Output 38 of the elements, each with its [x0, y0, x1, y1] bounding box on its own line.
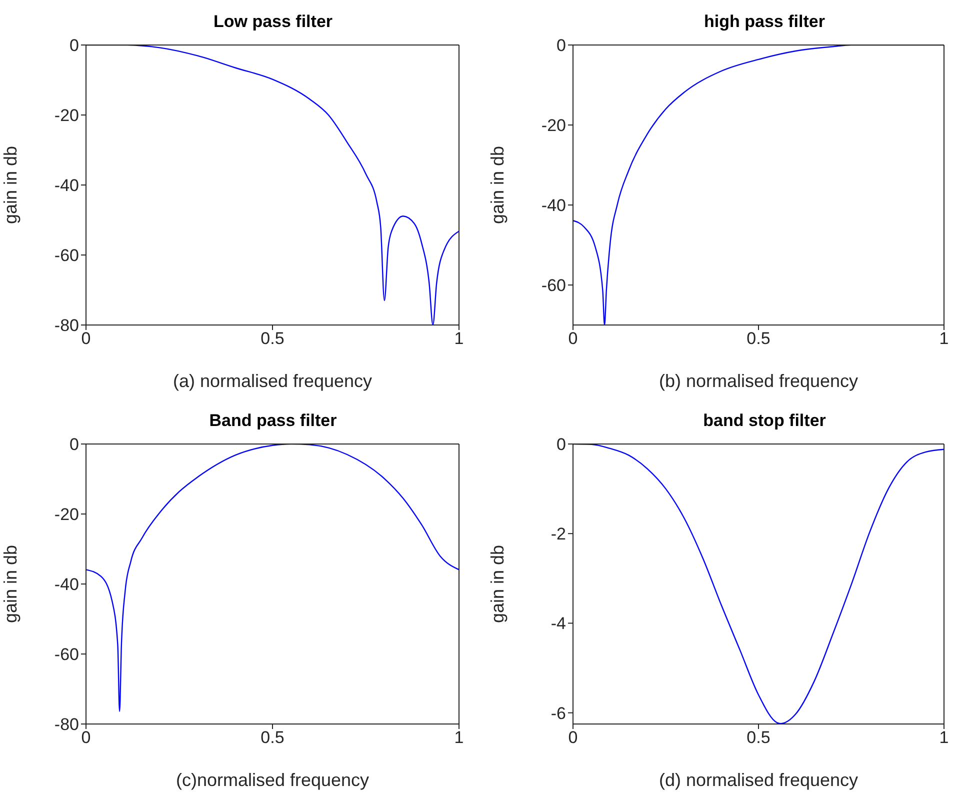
- y-tick-label: 0: [70, 435, 79, 454]
- y-tick-label: 0: [556, 36, 566, 56]
- y-tick-label: -20: [541, 116, 566, 136]
- chart-title: Band pass filter: [208, 411, 338, 431]
- chart-title: Low pass filter: [212, 12, 334, 32]
- x-axis-title: (d) normalised frequency: [658, 770, 858, 790]
- x-tick-label: 0.5: [746, 728, 770, 748]
- x-axis-title: (b) normalised frequency: [658, 371, 858, 391]
- y-tick-label: -60: [541, 276, 566, 296]
- y-tick-label: -40: [54, 575, 79, 594]
- y-axis-title: gain in db: [487, 544, 508, 624]
- y-tick-label: 0: [556, 435, 566, 454]
- x-tick-label: 1: [939, 329, 949, 348]
- y-tick-label: -4: [550, 614, 566, 634]
- x-axis-title: (c)normalised frequency: [176, 770, 370, 790]
- y-axis-title: gain in db: [0, 146, 20, 224]
- y-tick-label: -40: [541, 196, 566, 216]
- chart-title: band stop filter: [702, 411, 827, 431]
- y-tick-label: -60: [54, 246, 79, 266]
- x-tick-label: 0.5: [746, 329, 770, 348]
- y-tick-label: -20: [54, 505, 79, 524]
- x-axis-title: (a) normalised frequency: [172, 371, 372, 391]
- x-tick-label: 0.5: [260, 329, 284, 348]
- x-tick-label: 0.5: [260, 728, 284, 748]
- x-tick-label: 1: [454, 329, 464, 348]
- y-tick-label: 0: [70, 36, 79, 56]
- chart-title: high pass filter: [703, 12, 826, 32]
- y-tick-label: -40: [54, 176, 79, 196]
- x-tick-label: 1: [939, 728, 949, 748]
- y-axis-title: gain in db: [487, 146, 508, 224]
- y-tick-label: -60: [54, 645, 79, 664]
- y-axis-title: gain in db: [0, 544, 20, 624]
- y-tick-label: -80: [54, 316, 79, 336]
- x-tick-label: 1: [454, 728, 464, 748]
- y-tick-label: -80: [54, 715, 79, 734]
- y-tick-label: -6: [550, 704, 566, 723]
- y-tick-label: -20: [54, 106, 79, 126]
- y-tick-label: -2: [550, 524, 566, 544]
